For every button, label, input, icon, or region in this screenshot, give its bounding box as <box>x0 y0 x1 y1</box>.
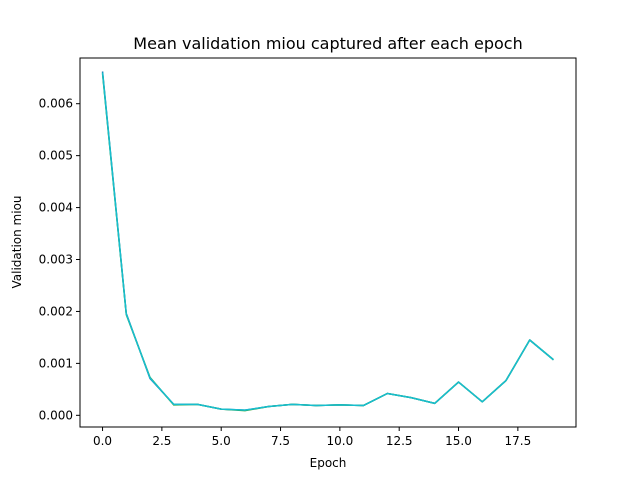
y-tick-label: 0.001 <box>39 356 73 370</box>
plot-frame <box>79 57 577 428</box>
x-tick-label: 17.5 <box>504 434 531 448</box>
x-axis: 0.0 2.5 5.0 7.5 10.0 12.5 15.0 17.5 <box>93 427 531 448</box>
y-tick-label: 0.002 <box>39 304 73 318</box>
y-axis-label: Validation miou <box>10 195 24 288</box>
x-tick-label: 0.0 <box>93 434 112 448</box>
x-tick-label: 15.0 <box>445 434 472 448</box>
y-tick-label: 0.003 <box>39 253 73 267</box>
x-tick-label: 2.5 <box>152 434 171 448</box>
x-tick-label: 5.0 <box>212 434 231 448</box>
y-tick-label: 0.004 <box>39 201 73 215</box>
x-tick-label: 7.5 <box>271 434 290 448</box>
x-axis-label: Epoch <box>310 456 347 470</box>
series-layer <box>101 71 554 412</box>
y-axis: 0.000 0.001 0.002 0.003 0.004 0.005 0.006 <box>39 97 80 422</box>
chart-title: Mean validation miou captured after each… <box>133 34 522 53</box>
x-tick-label: 12.5 <box>386 434 413 448</box>
y-tick-label: 0.006 <box>39 97 73 111</box>
plot-area <box>79 57 577 428</box>
x-tick-label: 10.0 <box>327 434 354 448</box>
y-tick-label: 0.005 <box>39 149 73 163</box>
y-tick-label: 0.000 <box>39 408 73 422</box>
series-line-2 <box>101 72 554 411</box>
